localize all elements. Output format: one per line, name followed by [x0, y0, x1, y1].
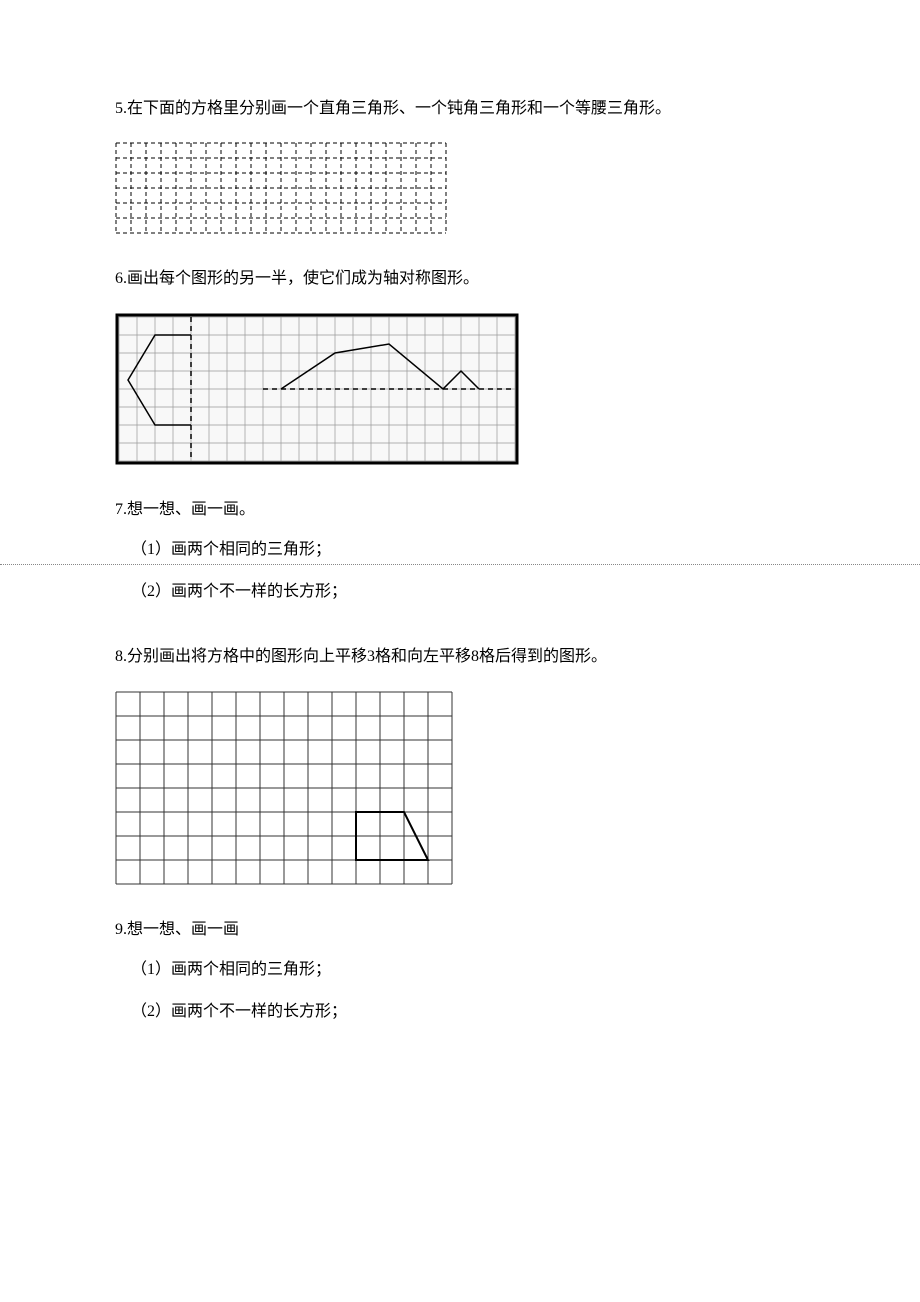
- question-7: 7.想一想、画一画。 （1）画两个相同的三角形； （2）画两个不一样的长方形；: [115, 491, 805, 613]
- question-6: 6.画出每个图形的另一半，使它们成为轴对称图形。: [115, 260, 805, 464]
- q7-sub2: （2）画两个不一样的长方形；: [115, 571, 805, 613]
- q6-text: 6.画出每个图形的另一半，使它们成为轴对称图形。: [115, 260, 805, 298]
- q5-figure: [115, 142, 805, 234]
- q8-text: 8.分别画出将方格中的图形向上平移3格和向左平移8格后得到的图形。: [115, 638, 805, 676]
- q6-figure: [115, 313, 805, 465]
- q7-sub1: （1）画两个相同的三角形；: [115, 529, 805, 571]
- q5-grid-svg: [115, 142, 447, 234]
- question-5: 5.在下面的方格里分别画一个直角三角形、一个钝角三角形和一个等腰三角形。: [115, 90, 805, 234]
- q9-sub1: （1）画两个相同的三角形；: [115, 949, 805, 991]
- q6-grid-svg: [115, 313, 519, 465]
- q8-grid-svg: [115, 691, 453, 885]
- question-9: 9.想一想、画一画 （1）画两个相同的三角形； （2）画两个不一样的长方形；: [115, 911, 805, 1033]
- question-8: 8.分别画出将方格中的图形向上平移3格和向左平移8格后得到的图形。: [115, 638, 805, 884]
- q9-text: 9.想一想、画一画: [115, 911, 805, 949]
- q5-text: 5.在下面的方格里分别画一个直角三角形、一个钝角三角形和一个等腰三角形。: [115, 90, 805, 128]
- q9-sub2: （2）画两个不一样的长方形；: [115, 991, 805, 1033]
- dotted-guide-line: [0, 564, 920, 565]
- q7-text: 7.想一想、画一画。: [115, 491, 805, 529]
- q7-sub1-text: （1）画两个相同的三角形；: [131, 541, 331, 558]
- q8-figure: [115, 691, 805, 885]
